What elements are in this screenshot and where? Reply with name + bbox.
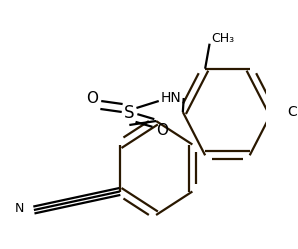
Text: N: N <box>15 201 24 214</box>
Text: CH₃: CH₃ <box>211 32 235 45</box>
Text: S: S <box>124 104 135 122</box>
Text: O: O <box>86 90 98 106</box>
Text: O: O <box>156 123 168 137</box>
Text: Cl: Cl <box>287 105 298 119</box>
Text: HN: HN <box>161 91 181 105</box>
